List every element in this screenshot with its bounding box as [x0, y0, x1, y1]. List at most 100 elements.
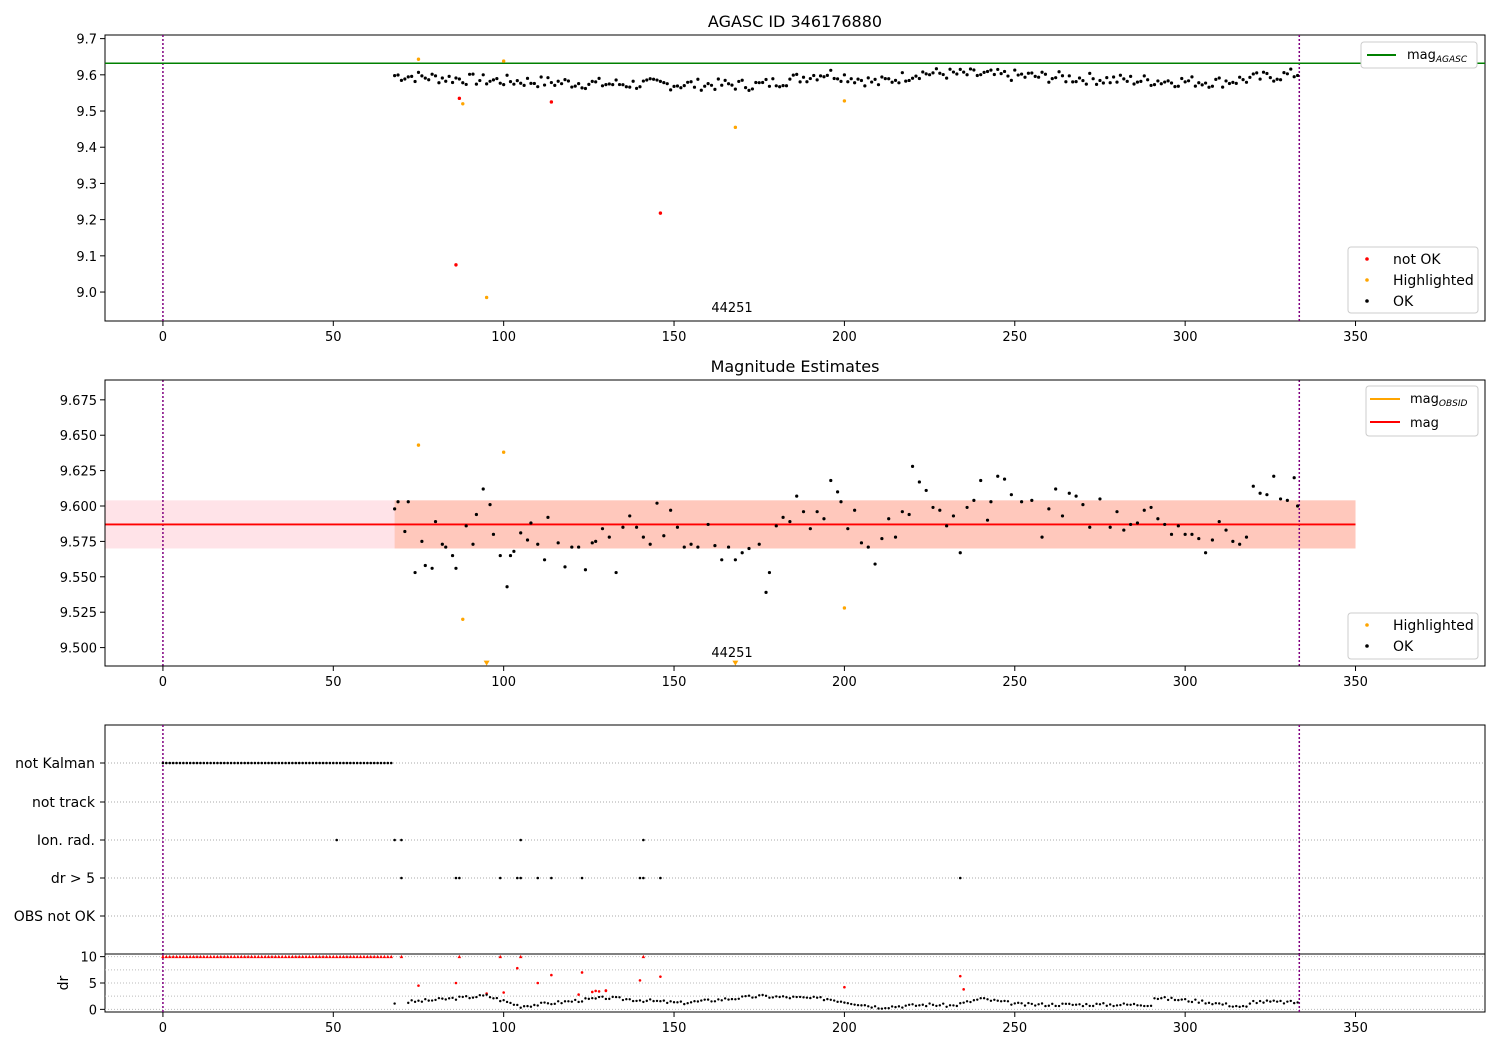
ok-point	[716, 77, 720, 81]
dr-point	[999, 1000, 1003, 1003]
ok-point	[594, 539, 598, 544]
dr-point	[700, 999, 703, 1002]
ok-point	[767, 84, 772, 88]
dr-point	[805, 996, 809, 999]
not-kalman-flag	[308, 761, 311, 765]
agasc-legend-bottom: not OK Highlighted OK	[1347, 246, 1479, 314]
dr-red-point	[590, 990, 594, 994]
dr-point	[754, 996, 758, 999]
highlighted-point	[842, 99, 847, 103]
dr-point	[764, 994, 768, 998]
ok-point	[1221, 85, 1225, 89]
not-kalman-flag	[233, 761, 236, 765]
not-kalman-flag	[335, 761, 339, 765]
agasc-panel-plot	[105, 35, 1485, 321]
ok-point	[805, 80, 809, 84]
dr-point	[904, 1004, 907, 1007]
ok-point	[1265, 493, 1269, 497]
ok-point	[968, 67, 973, 71]
ok-point	[706, 82, 710, 86]
agasc-xtick-label: 0	[159, 330, 167, 345]
ok-point	[648, 77, 652, 81]
dr-point	[1218, 1002, 1221, 1005]
ok-point	[1292, 476, 1296, 480]
dr-xtick-label: 50	[325, 1021, 342, 1036]
dr-point	[666, 1001, 669, 1005]
magnitude-ytick-label: 9.600	[60, 500, 97, 515]
dr-point	[536, 1004, 539, 1007]
highlighted-point	[416, 443, 421, 447]
dr-point	[604, 997, 608, 1001]
dr-point	[850, 1002, 853, 1006]
ok-point	[611, 83, 615, 87]
dr-point	[1030, 1002, 1034, 1006]
ok-point	[420, 74, 424, 78]
dr-point	[965, 1000, 969, 1003]
ok-point	[979, 73, 983, 77]
legend-mag-agasc-label: magAGASC	[1407, 48, 1468, 65]
dr-point	[427, 999, 430, 1002]
dr-point	[928, 1002, 931, 1005]
ok-point	[1200, 83, 1204, 87]
ok-point	[945, 76, 949, 80]
dr-capped-marker	[188, 954, 192, 959]
dr-capped-marker	[249, 954, 254, 959]
dr-point	[730, 997, 734, 1001]
ok-point	[587, 82, 591, 86]
agasc-panel-y-axis: 9.0 9.1 9.2 9.3 9.4 9.5 9.6 9.7	[76, 33, 105, 301]
ok-point	[853, 508, 857, 512]
dr-point	[1034, 1004, 1037, 1007]
dr-ytick-label: 10	[80, 951, 97, 966]
ok-point	[1285, 72, 1289, 76]
agasc-ytick-label: 9.7	[76, 33, 97, 48]
ok-point	[815, 78, 819, 82]
dr-point	[815, 996, 819, 999]
dr-point	[570, 1000, 574, 1003]
dr-point	[713, 1000, 717, 1003]
dr-red-point	[638, 979, 642, 982]
dr-point	[996, 999, 999, 1002]
not-kalman-flag	[236, 761, 240, 765]
not-kalman-flag	[229, 761, 233, 765]
ok-point	[887, 517, 891, 521]
dr-capped-marker	[297, 954, 302, 959]
ok-point	[859, 541, 864, 545]
agasc-ytick-label: 9.3	[76, 177, 97, 192]
ok-point	[713, 87, 717, 92]
not-kalman-flag	[260, 761, 264, 765]
dr-capped-marker	[256, 954, 261, 959]
ok-point	[1224, 528, 1228, 532]
ok-point	[614, 570, 618, 575]
dr-capped-marker	[242, 954, 247, 959]
ok-point	[464, 524, 468, 528]
ok-point	[859, 78, 864, 83]
ok-point	[931, 71, 935, 75]
ok-point	[972, 498, 976, 502]
dr-capped-marker	[314, 954, 319, 959]
ok-point	[754, 80, 758, 85]
dr-point	[948, 1004, 952, 1007]
agasc-xtick-label: 300	[1173, 330, 1198, 345]
ok-point	[631, 79, 635, 83]
ok-point	[812, 73, 816, 78]
dr-point	[1064, 1002, 1068, 1006]
dr-point	[945, 1005, 948, 1008]
ok-point	[1292, 75, 1296, 79]
dr-point	[591, 996, 594, 1000]
not-kalman-flag	[178, 761, 182, 765]
dr-point	[1023, 1004, 1027, 1007]
ok-point	[590, 79, 594, 83]
ok-point	[1183, 80, 1187, 84]
dr-point	[1102, 1002, 1105, 1005]
ok-point	[542, 558, 547, 562]
not-kalman-flag	[161, 761, 165, 765]
dr-point	[652, 999, 655, 1003]
dr-point	[856, 1003, 860, 1007]
ok-point	[1125, 79, 1129, 83]
ok-point	[1101, 81, 1105, 85]
dr-capped-marker	[641, 954, 646, 959]
dr-capped-marker	[358, 954, 363, 959]
dr-point	[1286, 1000, 1289, 1003]
ok-point	[505, 73, 509, 77]
ok-point	[539, 75, 543, 79]
